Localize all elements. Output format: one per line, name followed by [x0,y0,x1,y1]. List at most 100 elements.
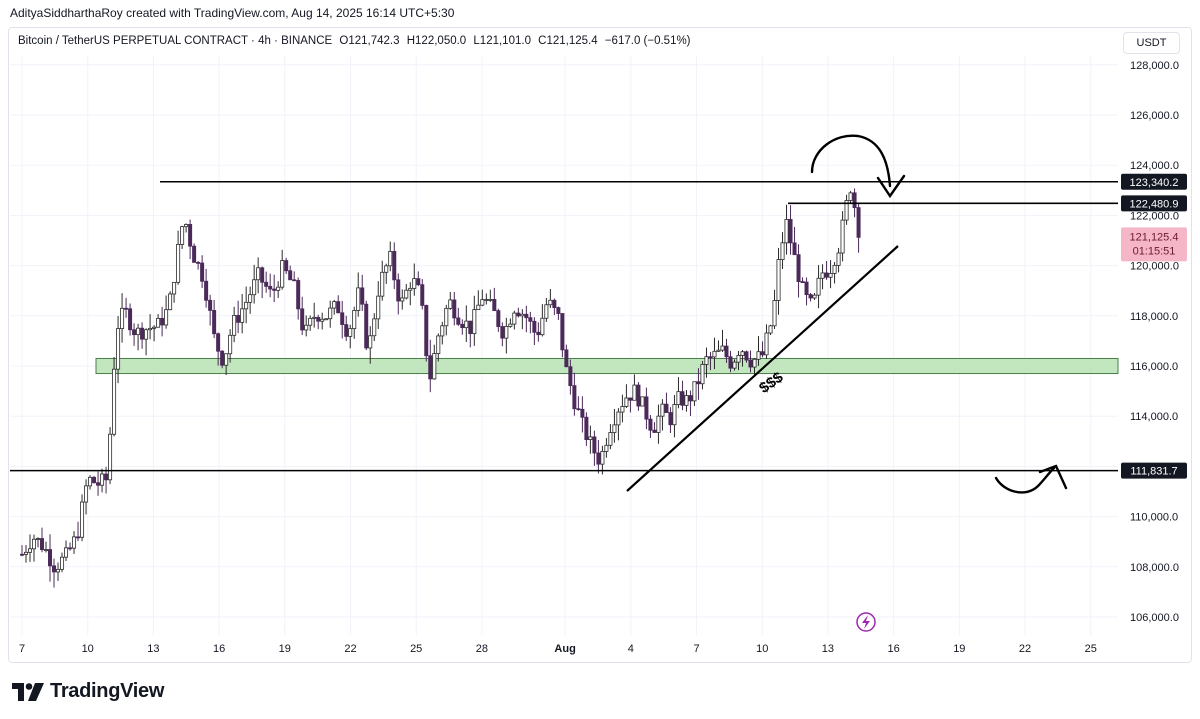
candle-body [616,411,621,426]
candle-body [768,325,773,334]
candle-body [80,501,85,538]
candle-body [276,286,281,291]
drawings: $$$ [626,134,1068,494]
tradingview-logo[interactable]: TradingView [12,680,164,703]
candle-body [800,281,805,283]
candle-body [244,301,249,310]
candle-body [292,279,297,282]
candle-body [64,547,69,558]
time-axis-label: 10 [82,643,94,655]
candle-body [672,404,677,426]
candle-body [688,395,693,402]
candle-body [600,451,605,465]
last-price-tag [1121,227,1187,262]
candle-body [596,452,601,465]
time-axis-label: 16 [887,643,899,655]
candle-body [456,317,461,325]
candle-body [632,384,637,401]
candle-body [96,482,101,486]
candle-body [608,432,613,446]
candle-body [108,433,113,481]
level-price-tag [1121,173,1187,190]
candle-body [772,300,777,327]
time-axis-label: 19 [953,643,965,655]
candle-body [576,408,581,411]
candle-body [740,351,745,356]
candle-body [320,318,325,322]
candle-body [584,416,589,441]
candle-body [220,350,225,366]
candle-body [156,317,161,328]
demand-zone-rect [95,357,1119,375]
bounce-arrow-head [1038,464,1068,490]
demand-zone [95,357,1119,375]
currency-button[interactable]: USDT [1123,32,1180,54]
candle-body [844,200,849,221]
candle-body [284,260,289,272]
candle-body [528,317,533,322]
candle-body [280,260,285,288]
lightning-icon[interactable] [856,612,876,632]
open-value: O121,742.3 [339,35,400,47]
candle-body [812,294,817,299]
candle-body [448,299,453,309]
candle-body [532,320,537,333]
candle-body [360,287,365,305]
time-axis-label: 25 [1085,643,1097,655]
candle-body [392,251,397,281]
candle-body [300,308,305,331]
candle-body [700,364,705,385]
candle-body [384,265,389,273]
candle-body [164,309,169,326]
candle-body [520,313,525,317]
candle-body [228,334,233,355]
candle-body [408,287,413,291]
trendline [626,245,899,492]
symbol-name: Bitcoin / TetherUS PERPETUAL CONTRACT · … [18,35,333,47]
candle-body [828,272,833,278]
level-price-tag-label: 122,480.9 [1130,198,1179,210]
candle-body [88,476,93,487]
candle-body [19,553,24,556]
time-axis-label: 16 [213,643,225,655]
candle-body [340,312,345,325]
bounce-arrow-curve [994,466,1056,494]
candle-body [796,254,801,282]
candle-body [100,473,105,486]
candle-body [232,315,237,336]
candle-body [692,381,697,402]
candle-countdown-label: 01:15:51 [1133,245,1176,257]
candle-body [372,318,377,337]
reversal-arrow-curve [810,134,892,188]
candle-body [816,277,821,296]
candle-body [348,328,353,337]
close-value: C121,125.4 [538,35,598,47]
low-value: L121,101.0 [473,35,531,47]
candle-body [792,242,797,256]
candle-body [788,219,793,244]
candle-body [612,424,617,433]
price-axis-label: 126,000.0 [1130,110,1179,122]
level-price-tag [1121,462,1187,479]
candle-body [624,397,629,407]
candle-body [124,307,129,310]
candle-body [140,327,145,340]
candle-body [664,403,669,413]
time-axis-label: 22 [344,643,356,655]
time-axis-label: 25 [410,643,422,655]
candle-body [404,289,409,299]
candle-body [216,333,221,352]
price-axis-label: 116,000.0 [1130,361,1178,373]
candle-body [684,395,689,406]
candle-body [640,396,645,407]
candle-body [204,280,209,301]
price-axis: 106,000.0108,000.0110,000.0112,000.0114,… [1130,60,1179,624]
candle-body [356,287,361,311]
candle-body [288,270,293,281]
candle-body [764,332,769,356]
candle-body [388,251,393,267]
candle-body [468,320,473,335]
candle-body [488,299,493,301]
candle-body [352,310,357,330]
